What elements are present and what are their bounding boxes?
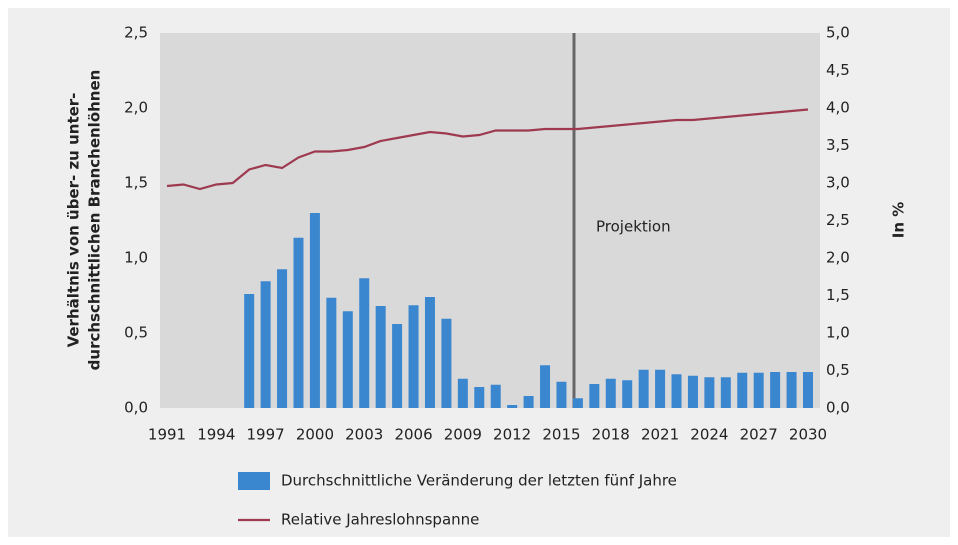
bar [474, 387, 485, 408]
y2-tick-label: 1,0 [826, 324, 850, 342]
bar [556, 381, 567, 408]
x-tick-label: 1997 [247, 426, 285, 444]
bar [260, 281, 271, 408]
legend-label: Durchschnittliche Veränderung der letzte… [281, 472, 677, 490]
bar [737, 372, 748, 408]
y2-tick-label: 2,5 [826, 211, 850, 229]
bar [655, 369, 666, 408]
y2-axis-label: In % [890, 202, 908, 239]
bar [408, 305, 419, 408]
y2-tick-label: 3,0 [826, 174, 850, 192]
annotation: Projektion [596, 218, 671, 236]
bar [770, 372, 781, 408]
y-tick-label: 2,5 [124, 24, 148, 42]
x-tick-label: 2021 [641, 426, 679, 444]
bar [687, 375, 698, 408]
bar [359, 278, 370, 408]
x-tick-label: 2015 [542, 426, 580, 444]
y2-tick-label: 3,5 [826, 136, 850, 154]
bar [375, 306, 386, 408]
bar [441, 318, 452, 408]
x-tick-label: 2018 [592, 426, 630, 444]
line [166, 108, 809, 191]
x-tick-label: 2009 [444, 426, 482, 444]
bar [392, 324, 403, 408]
x-tick-label: 2003 [345, 426, 383, 444]
plot-area [160, 33, 820, 408]
bar [803, 372, 813, 408]
bar [507, 405, 518, 408]
y2-tick-label: 1,5 [826, 286, 850, 304]
bar [490, 384, 501, 408]
bar [342, 311, 353, 408]
x-tick-label: 2000 [296, 426, 334, 444]
bar [326, 297, 337, 408]
legend-swatch [238, 472, 270, 490]
y-axis-label: Verhältnis von über- zu unter- [65, 93, 83, 348]
bar [572, 398, 583, 408]
y-tick-label: 1,5 [124, 174, 148, 192]
bar [638, 369, 649, 408]
bar [523, 396, 534, 408]
legend-label: Relative Jahreslohnspanne [281, 511, 479, 529]
bar [244, 294, 255, 408]
bar [753, 372, 764, 408]
x-tick-label: 1991 [148, 426, 186, 444]
bar [540, 365, 551, 408]
bar [671, 374, 682, 408]
y2-tick-label: 5,0 [826, 24, 850, 42]
bar [605, 378, 616, 408]
bar [277, 269, 288, 408]
x-tick-label: 1994 [197, 426, 235, 444]
bar [424, 297, 435, 408]
y2-tick-label: 2,0 [826, 249, 850, 267]
y2-tick-label: 0,0 [826, 399, 850, 417]
x-tick-label: 2012 [493, 426, 531, 444]
bar [457, 378, 468, 408]
x-tick-label: 2027 [740, 426, 778, 444]
y2-tick-label: 4,0 [826, 99, 850, 117]
y-tick-label: 0,5 [124, 324, 148, 342]
y-axis-label: durchschnittlichen Branchenlöhnen [86, 70, 104, 371]
x-tick-label: 2030 [789, 426, 827, 444]
x-tick-label: 2006 [394, 426, 432, 444]
bar [309, 213, 320, 408]
bar [786, 372, 797, 408]
y-tick-label: 2,0 [124, 99, 148, 117]
bar [720, 377, 731, 408]
bar [704, 377, 715, 408]
y2-tick-label: 0,5 [826, 361, 850, 379]
bar [293, 237, 304, 408]
y-tick-label: 0,0 [124, 399, 148, 417]
y2-tick-label: 4,5 [826, 61, 850, 79]
y-tick-label: 1,0 [124, 249, 148, 267]
x-tick-label: 2024 [690, 426, 728, 444]
bar [589, 384, 600, 408]
bar [622, 380, 633, 408]
